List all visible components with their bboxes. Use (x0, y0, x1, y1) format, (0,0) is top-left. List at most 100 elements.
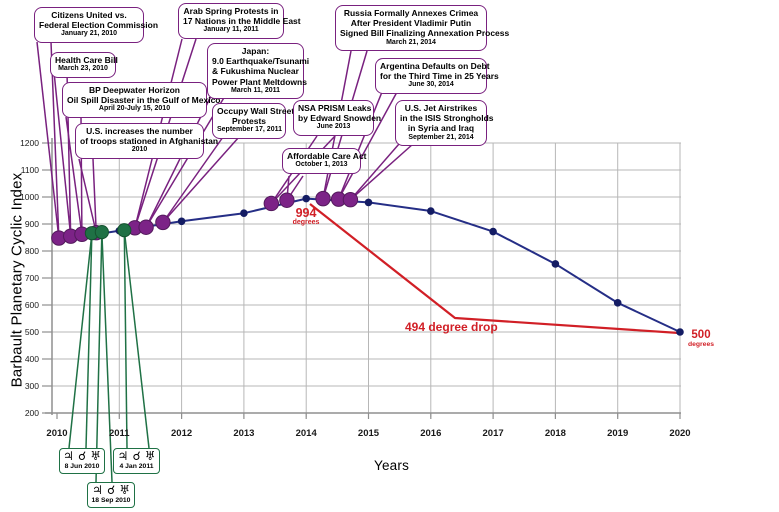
callout-text: of troops stationed in Afghanistan (80, 136, 219, 147)
event-dot (315, 190, 331, 207)
callout-text: Federal Election Commission (39, 20, 159, 31)
conjunction-connector (123, 230, 128, 449)
x-tick-label: 2012 (171, 428, 193, 439)
end-unit: degrees (687, 341, 715, 348)
y-tick-label: 700 (24, 273, 39, 283)
callout-text: Affordable Care Act (287, 151, 367, 161)
y-tick-label: 1100 (20, 165, 39, 175)
x-tick-label: 2018 (544, 428, 566, 439)
jupiter-conjunct-uranus-glyphs: ♃ ☌ ♅ (63, 449, 101, 463)
year-dot (551, 260, 560, 268)
drop-annotation: 494 degree drop (405, 320, 498, 334)
callout-connector (145, 95, 226, 228)
y-tick-label: 300 (24, 381, 39, 391)
y-tick-label: 800 (24, 246, 39, 256)
callout-connector (92, 158, 97, 233)
event-dot (342, 192, 359, 208)
callout-text: Health Care Bill (55, 55, 118, 65)
event-callout-4: Arab Spring Protests in 17 Nations in the… (178, 3, 301, 39)
event-dot (263, 195, 280, 212)
callout-text: by Edward Snowden (298, 113, 382, 124)
event-callout-5: Japan: 9.0 Earthquake/Tsunami & Fukushima … (207, 43, 310, 100)
callout-connector (337, 91, 398, 200)
callout-connector (349, 143, 400, 201)
conjunction-date: 4 Jan 2011 (119, 463, 154, 470)
callout-text: NSA PRISM Leaks (298, 103, 372, 113)
conjunction-dot (94, 225, 109, 240)
year-dot (489, 227, 497, 236)
y-tick-label: 1000 (20, 192, 39, 202)
y-tick-label: 200 (24, 408, 39, 418)
x-tick-label: 2013 (233, 428, 255, 439)
conjunction-connector (101, 232, 113, 483)
end-annotation: 500 degrees (683, 329, 719, 349)
callout-date: March 23, 2010 (58, 65, 108, 73)
y-tick-label: 600 (24, 300, 39, 310)
y-tick-label: 1200 (20, 138, 39, 148)
callout-text: in Syria and Iraq (407, 123, 475, 134)
callout-connector (36, 41, 60, 239)
callout-date: 2010 (131, 146, 148, 154)
event-callout-6: Occupy Wall Street Protests September 17, … (212, 103, 295, 139)
y-tick-label: 400 (24, 354, 39, 364)
jupiter-conjunct-uranus-glyphs: ♃ ☌ ♅ (117, 449, 156, 463)
callout-connector (162, 136, 224, 223)
callout-date: September 21, 2014 (408, 133, 474, 141)
callout-text: Occupy Wall Street (217, 106, 295, 116)
peak-unit: degrees (292, 219, 320, 226)
x-axis-title: Years (374, 458, 410, 473)
callout-connector (337, 91, 383, 200)
callout-date: June 30, 2014 (408, 81, 454, 89)
end-value: 500 (691, 329, 711, 341)
jupiter-conjunct-uranus-glyphs: ♃ ☌ ♅ (92, 483, 130, 497)
callout-date: June 2013 (316, 123, 351, 131)
year-dot (177, 217, 186, 226)
callout-text: for the Third Time in 25 Years (380, 71, 499, 82)
conjunction-callout-1: ♃ ☌ ♅ 18 Sep 2010 (87, 482, 135, 508)
year-dot (302, 194, 311, 203)
x-tick-label: 2015 (357, 428, 380, 439)
event-callout-3: U.S. increases the number of troops stati… (75, 123, 219, 159)
callout-text: After President Vladimir Putin (350, 18, 472, 29)
callout-text: Protests (231, 116, 266, 127)
peak-annotation: 994 degrees (288, 207, 324, 227)
event-callout-10: Argentina Defaults on Debt for the Third … (375, 58, 499, 94)
callout-connector (53, 71, 72, 237)
degree-drop-line (309, 203, 680, 335)
x-tick-label: 2010 (46, 428, 68, 439)
conjunction-callout-0: ♃ ☌ ♅ 8 Jun 2010 (59, 448, 105, 474)
callout-date: January 21, 2010 (60, 30, 118, 38)
callout-connector (78, 158, 97, 233)
conjunction-callout-2: ♃ ☌ ♅ 4 Jan 2011 (113, 448, 160, 474)
year-dot (427, 207, 435, 215)
callout-date: March 11, 2011 (230, 86, 281, 94)
callout-text: Power Plant Meltdowns (212, 76, 307, 87)
callout-text: Argentina Defaults on Debt (380, 61, 490, 71)
event-callout-7: NSA PRISM Leaks by Edward Snowden June 201… (293, 100, 382, 136)
callout-text: in the ISIS Strongholds (400, 113, 494, 124)
callout-text: U.S. Jet Airstrikes (404, 103, 478, 113)
callout-connector (65, 116, 83, 235)
callout-connector (162, 136, 240, 223)
year-dot (613, 299, 622, 307)
conjunction-connector (85, 233, 93, 449)
conjunction-connector (68, 233, 93, 449)
x-tick-label: 2019 (607, 428, 629, 439)
conjunction-date: 18 Sep 2010 (91, 497, 131, 504)
callout-date: April 20-July 15, 2010 (98, 105, 171, 113)
callout-text: Signed Bill Finalizing Annexation Proces… (340, 28, 510, 39)
event-callout-0: Citizens United vs. Federal Election Comm… (34, 7, 159, 43)
event-callout-2: BP Deepwater Horizon Oil Spill Disaster i… (62, 82, 221, 118)
callout-text: 9.0 Earthquake/Tsunami (212, 56, 310, 67)
x-tick-label: 2017 (482, 428, 504, 439)
callout-text: Arab Spring Protests in (183, 6, 279, 16)
callout-text: Russia Formally Annexes Crimea (343, 8, 479, 18)
callout-text: 17 Nations in the Middle East (183, 16, 301, 27)
callout-date: September 17, 2011 (217, 126, 282, 134)
year-dot (676, 328, 684, 336)
conjunction-connector (123, 230, 150, 449)
conjunction-dot (117, 223, 132, 238)
callout-date: October 1, 2013 (295, 161, 348, 169)
callout-connector (349, 143, 414, 201)
